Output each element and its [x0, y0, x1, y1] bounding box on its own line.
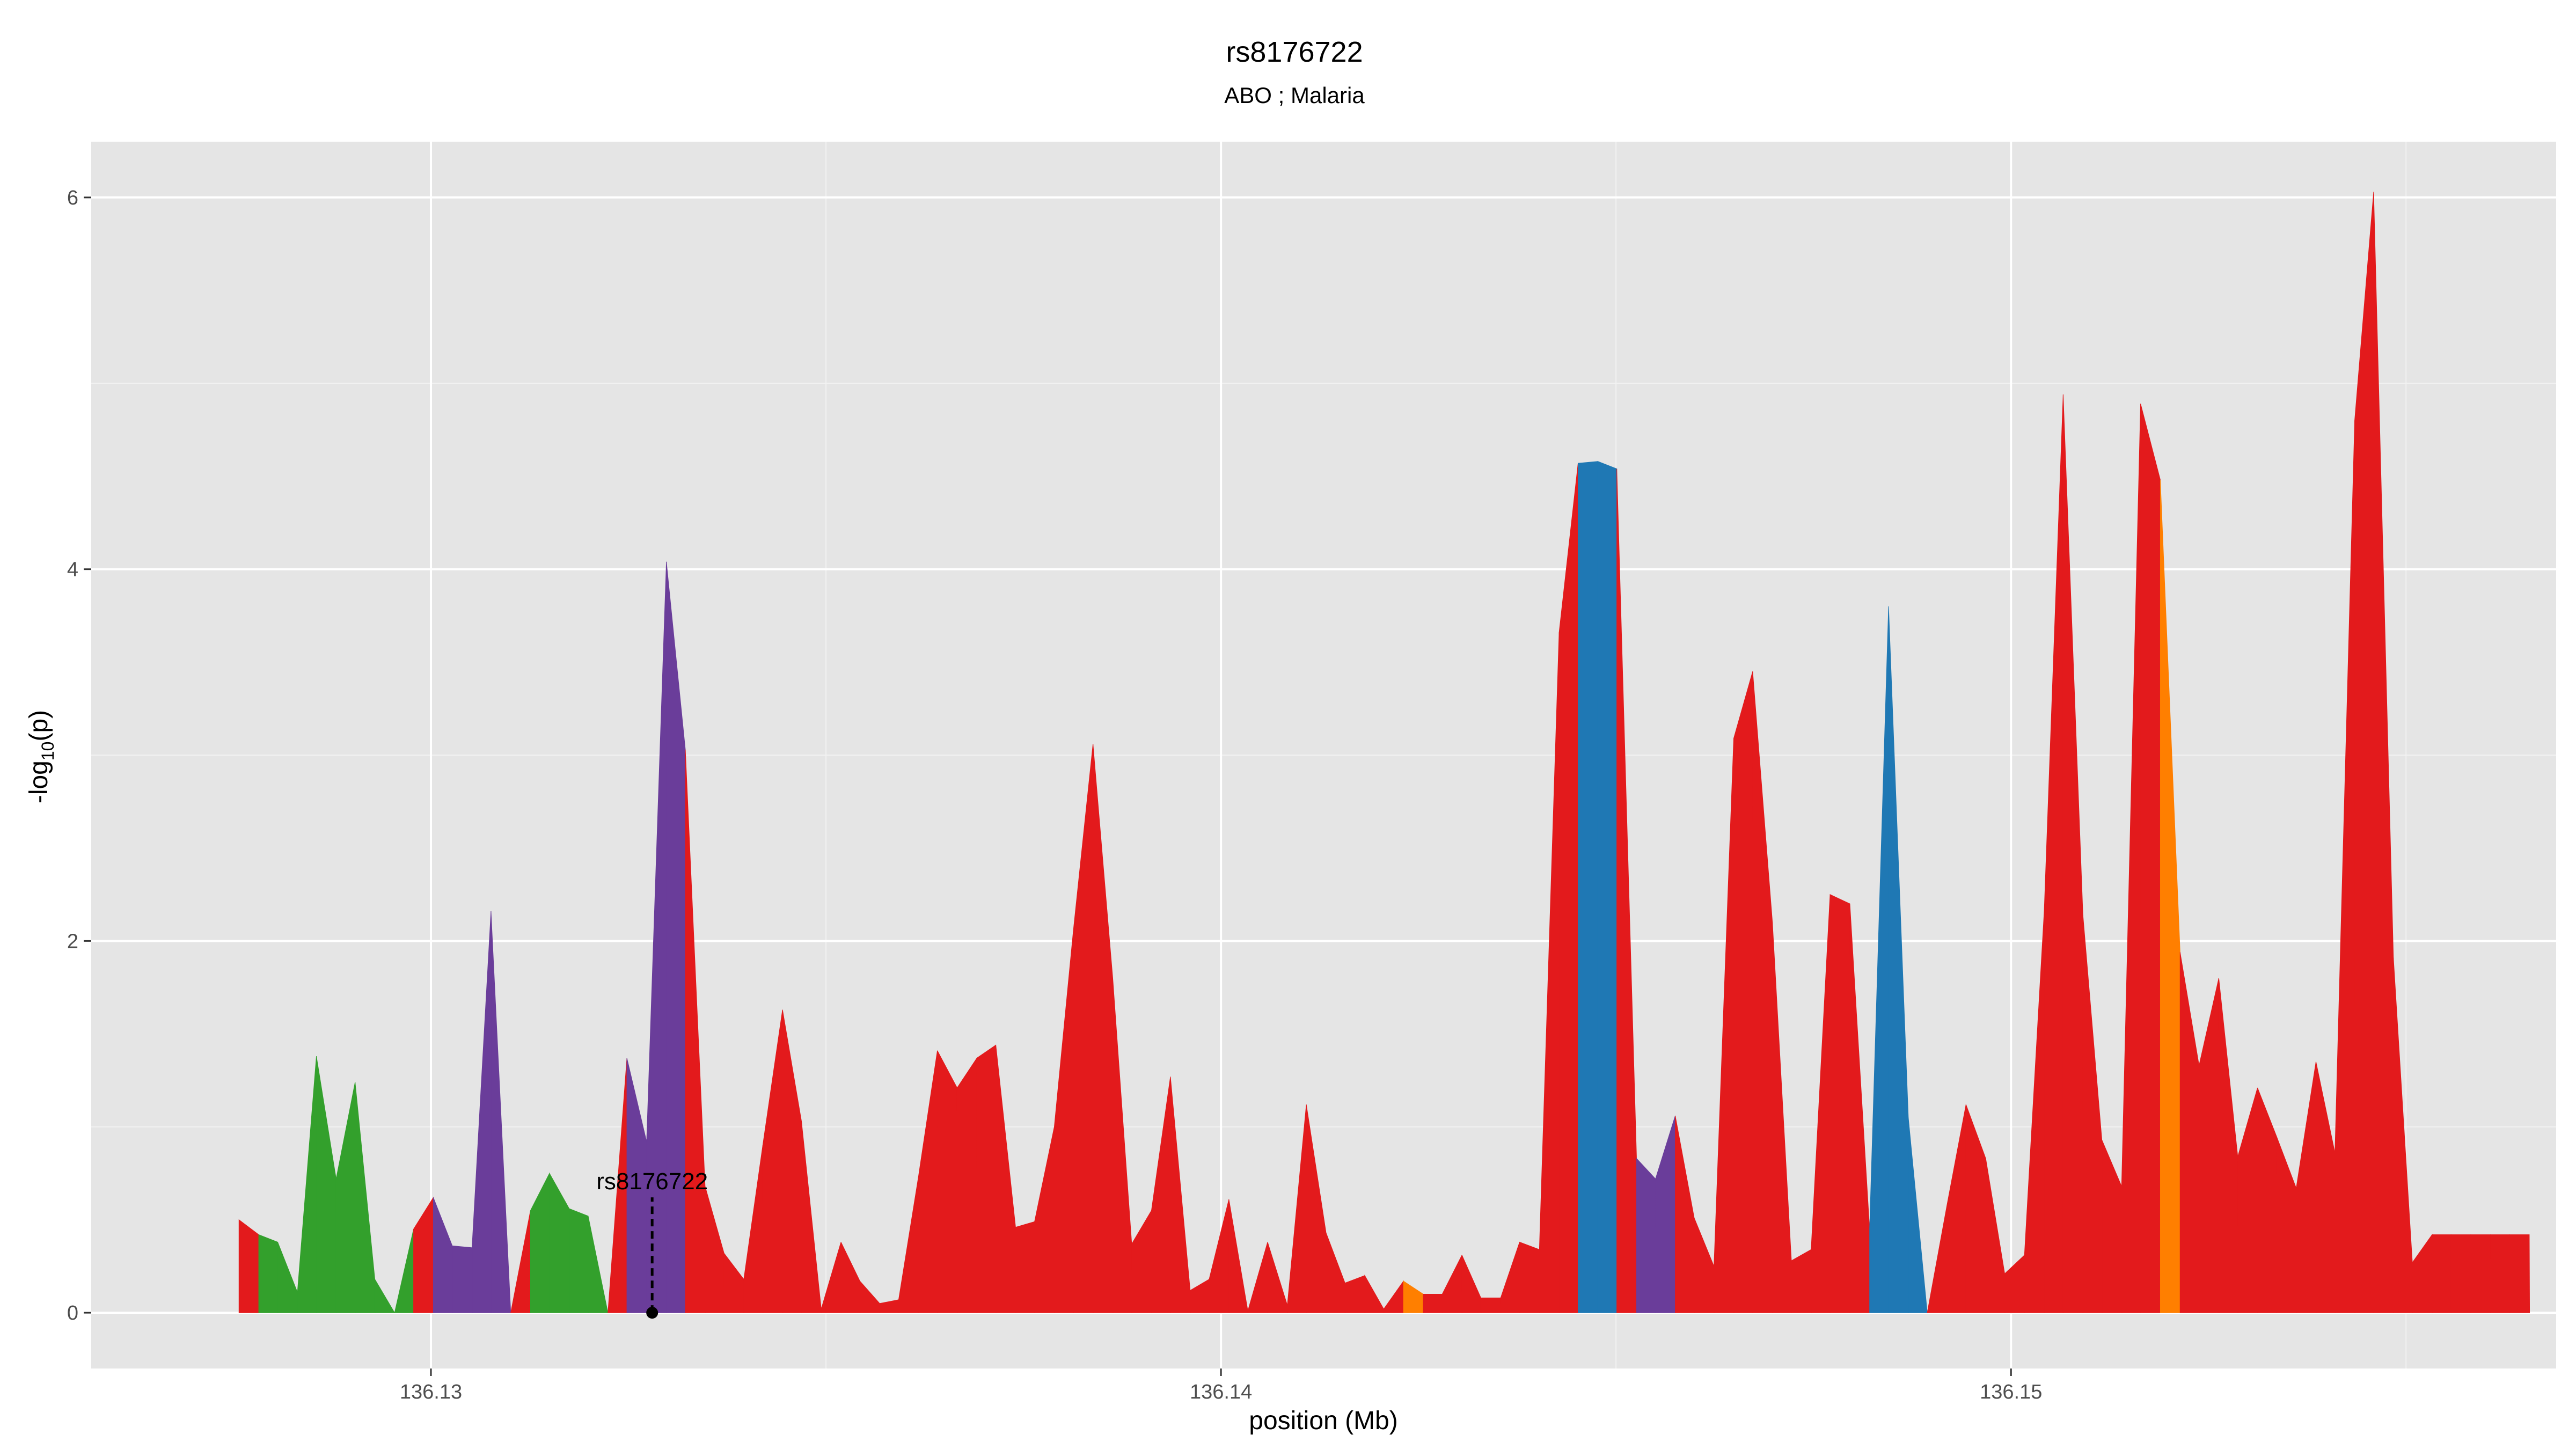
chart-title: rs8176722 [1226, 36, 1363, 68]
area-segment [1519, 1241, 1540, 1313]
area-segment [452, 1245, 473, 1313]
y-axis-title: -log10(p) [25, 710, 57, 803]
area-segment [2470, 1234, 2491, 1313]
area-segment [569, 1208, 589, 1313]
area-segment [1578, 461, 1599, 1313]
area-segment [1480, 1297, 1502, 1313]
x-tick-label: 136.13 [400, 1381, 462, 1403]
y-axis-title-tail: (p) [25, 710, 53, 742]
area-segment [258, 1234, 279, 1313]
area-segment [2450, 1234, 2472, 1313]
area-segment [2140, 404, 2161, 1313]
y-tick-label: 4 [67, 559, 78, 581]
area-segment [2509, 1234, 2530, 1313]
y-axis-title-base: -log [25, 760, 53, 803]
y-tick-label: 0 [67, 1302, 78, 1324]
area-segment [238, 1219, 260, 1313]
area-segment [1015, 1221, 1035, 1313]
x-tick-label: 136.15 [1980, 1381, 2042, 1403]
area-segment [937, 1050, 958, 1313]
y-tick-label: 2 [67, 930, 78, 953]
y-axis-title-subscript: 10 [38, 742, 57, 761]
area-segment [976, 1044, 997, 1313]
annotation-point [646, 1307, 658, 1319]
area-segment [2432, 1234, 2452, 1313]
y-axis: 0 2 4 6 [67, 187, 91, 1324]
area-segment [1733, 671, 1753, 1313]
x-axis: 136.13 136.14 136.15 [400, 1368, 2042, 1403]
area-segment [1791, 1249, 1812, 1313]
area-segment [1423, 1293, 1443, 1313]
chart-subtitle: ABO ; Malaria [1224, 83, 1365, 108]
area-segment [2490, 1234, 2511, 1313]
y-tick-label: 6 [67, 187, 78, 209]
annotation-label: rs8176722 [596, 1168, 708, 1195]
series-areas [238, 192, 2530, 1313]
area-segment [1597, 461, 1618, 1313]
x-tick-label: 136.14 [1190, 1381, 1252, 1403]
area-segment [1829, 894, 1851, 1313]
annotation-group: rs8176722 [596, 1168, 708, 1319]
area-segment [956, 1057, 978, 1313]
area-segment [1636, 1158, 1656, 1313]
x-axis-title: position (Mb) [1249, 1407, 1397, 1435]
